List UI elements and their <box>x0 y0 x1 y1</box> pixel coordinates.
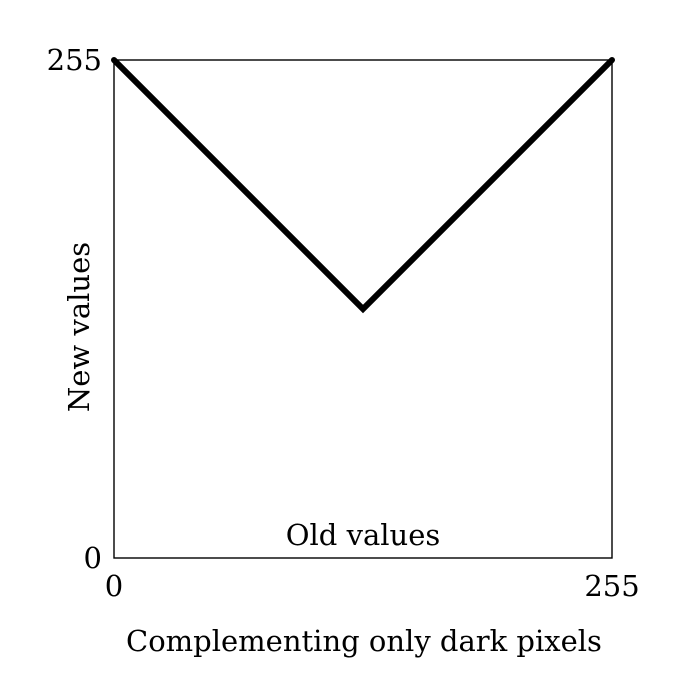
tick-label-layer: 0 255 0 255 <box>47 43 640 603</box>
x-tick-label-0: 0 <box>105 569 123 603</box>
plot-frame <box>113 59 613 559</box>
x-tick-label-1: 255 <box>584 569 639 603</box>
y-axis-label: New values <box>62 242 96 412</box>
y-tick-label-0: 0 <box>84 541 102 575</box>
series-line-0 <box>111 57 615 314</box>
chart-caption: Complementing only dark pixels <box>126 624 602 658</box>
y-tick-label-1: 255 <box>47 43 102 77</box>
series-layer <box>111 57 615 314</box>
x-axis-label: Old values <box>286 518 441 552</box>
